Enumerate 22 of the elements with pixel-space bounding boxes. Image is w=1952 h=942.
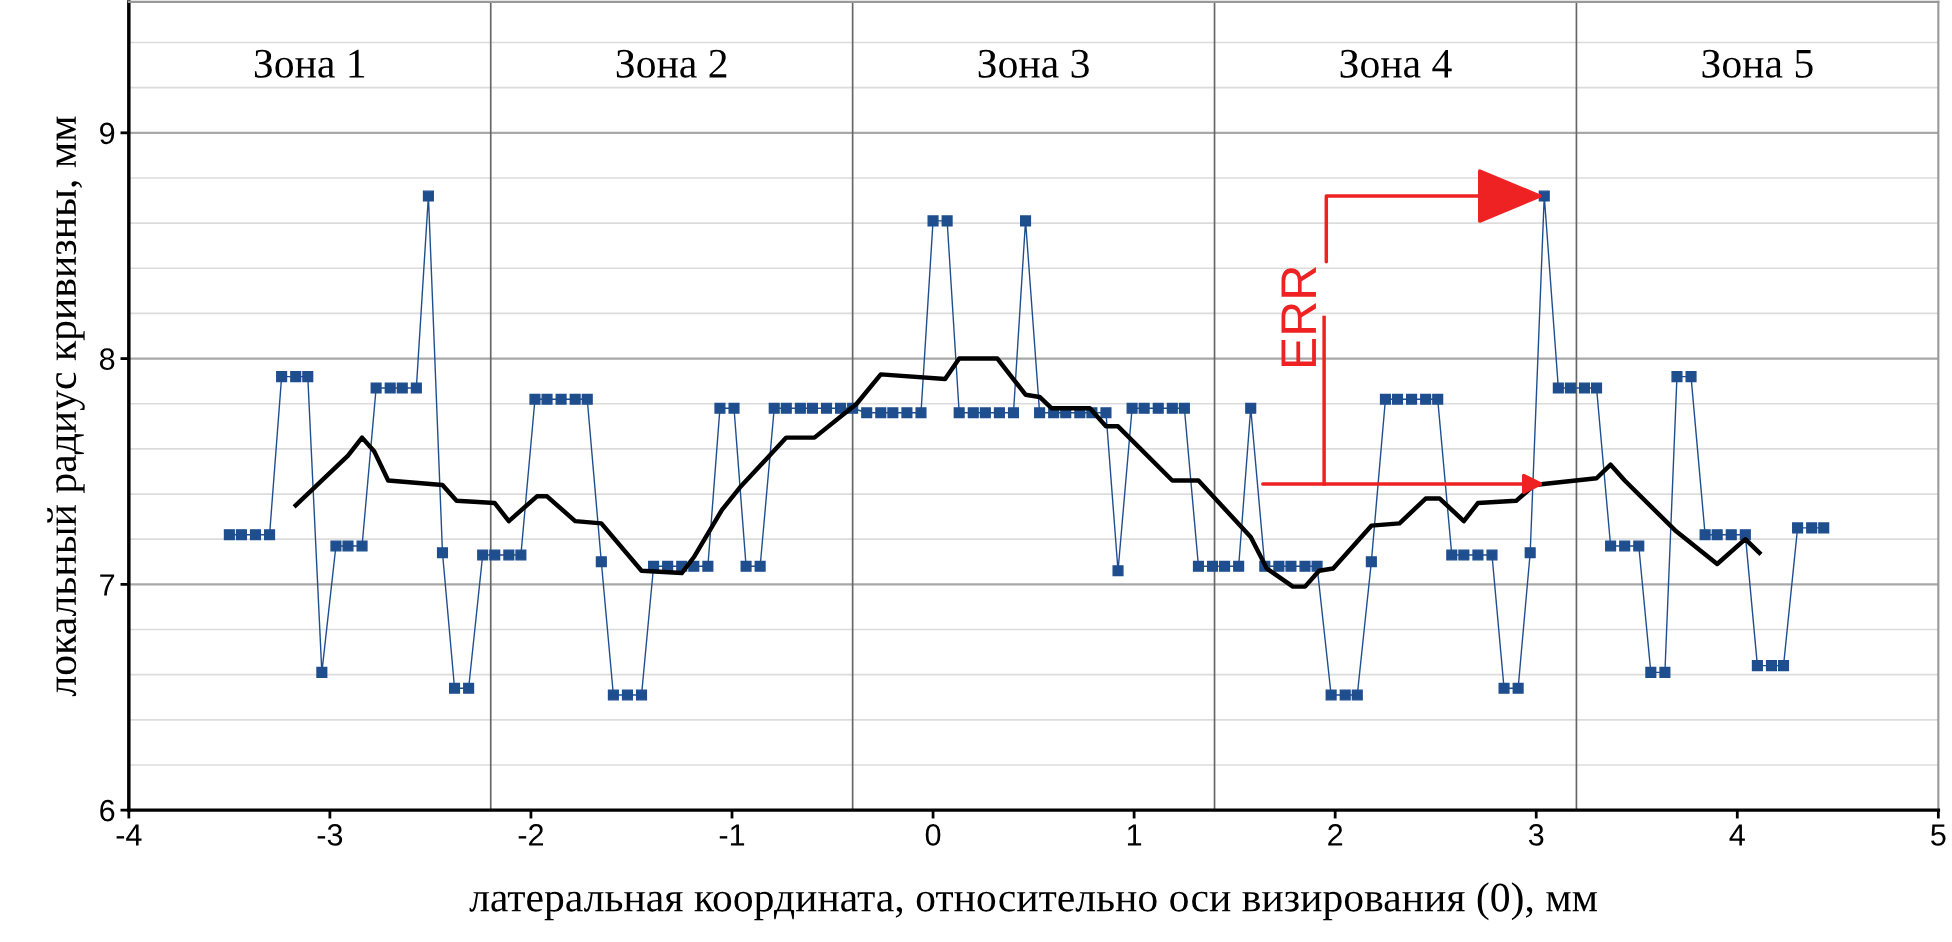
x-tick-label: -3 [317,824,343,846]
x-axis-title: латеральная координата, относительно оси визирования (0), мм [469,882,1598,921]
x-tick-label: 1 [1127,824,1142,846]
y-tick-label: 6 [100,799,115,822]
annotation: ERR [1281,266,1316,367]
x-tick-label: -2 [518,824,543,846]
x-tick-label: 5 [1931,824,1946,846]
annotation: Зона 3 [978,49,1089,78]
annotation: Зона 2 [616,49,727,78]
annotation: Зона 1 [254,49,365,78]
annotation: Зона 4 [1340,49,1452,78]
x-tick-label: 0 [925,824,941,846]
annotation: Зона 5 [1702,49,1813,78]
x-tick-label: 2 [1328,824,1343,846]
y-axis-title: локальный радиус кривизны, мм [47,116,85,697]
x-tick-label: 3 [1528,824,1544,846]
x-tick-label: -1 [719,824,745,846]
y-tick-label: 9 [100,122,115,145]
x-tick-label: 4 [1729,824,1745,846]
y-tick-label: 8 [99,348,115,370]
x-tick-label: -4 [116,824,142,846]
y-tick-label: 7 [100,574,115,596]
